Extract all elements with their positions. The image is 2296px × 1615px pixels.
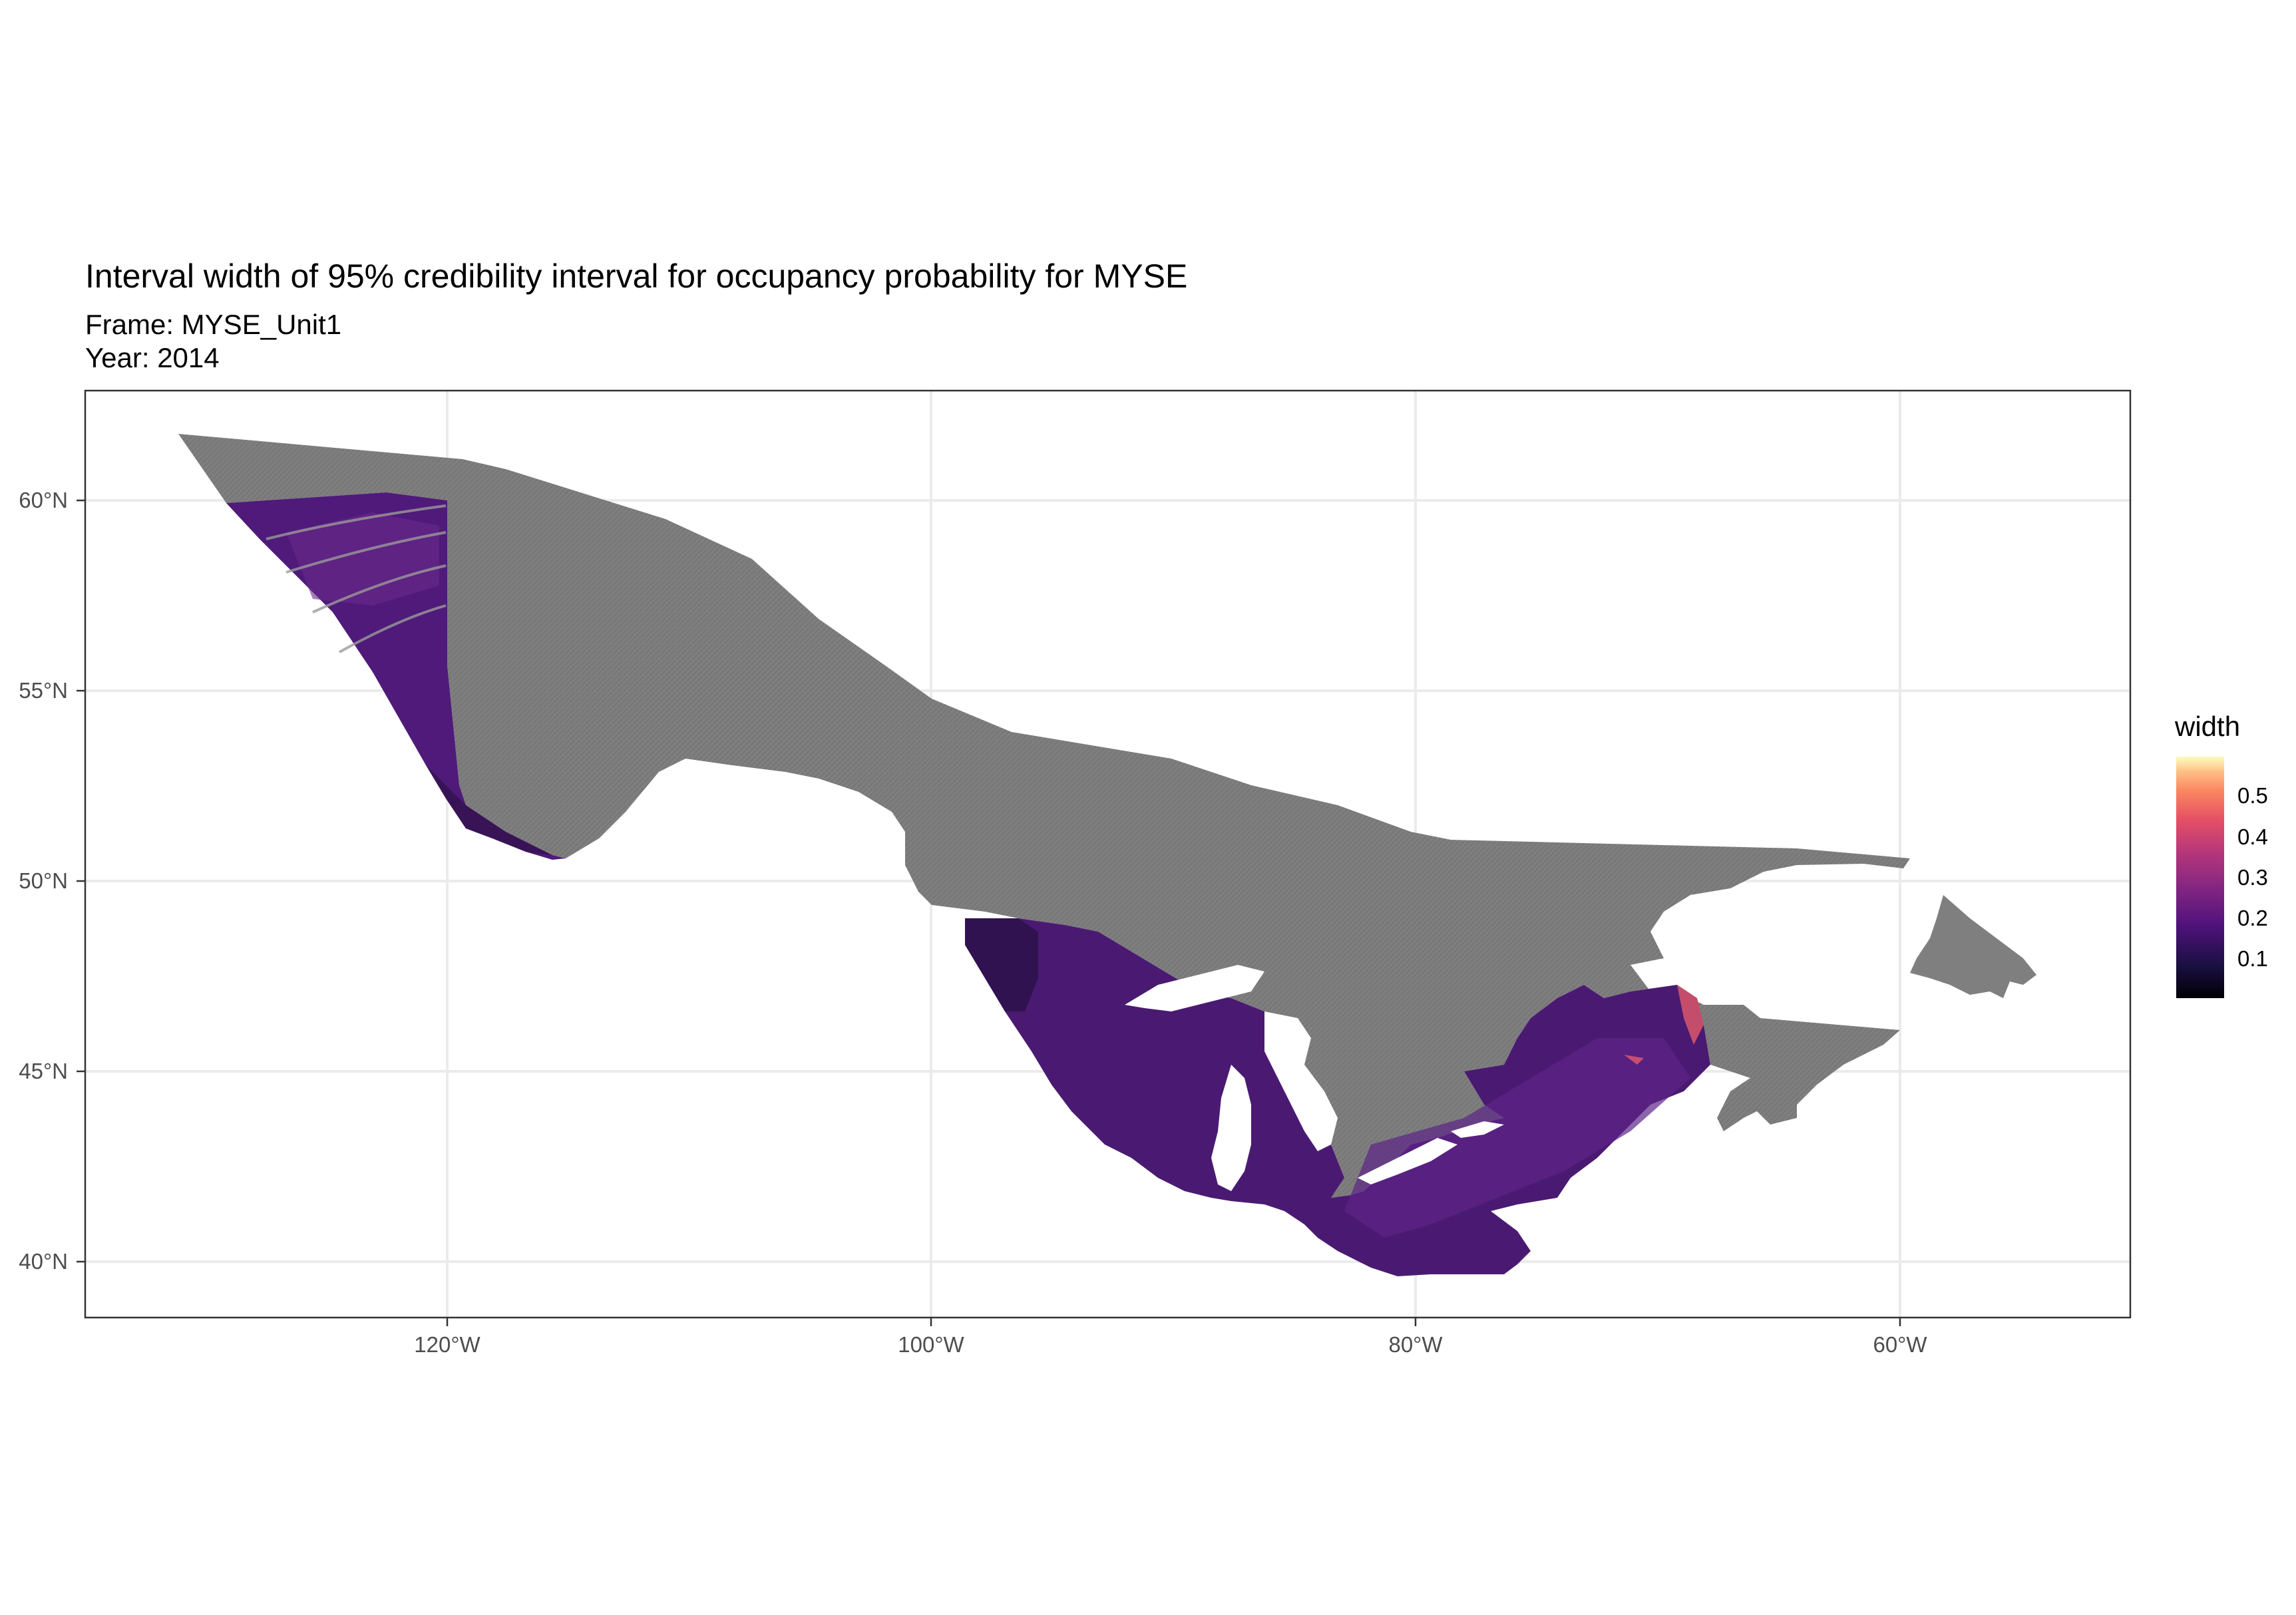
great-lakes: [1125, 965, 1504, 1191]
legend-label: 0.1: [2237, 946, 2268, 971]
legend-tick: [2226, 837, 2233, 838]
y-tick-label-55n: 55°N: [19, 678, 68, 703]
x-tick-label-100w: 100°W: [898, 1332, 964, 1357]
plot-title: Interval width of 95% credibility interv…: [85, 258, 1188, 295]
lake-michigan: [1211, 1065, 1251, 1191]
plot-subtitle-year: Year: 2014: [85, 342, 220, 373]
legend-label: 0.5: [2237, 783, 2268, 808]
legend-tick: [2226, 959, 2233, 960]
legend-label: 0.4: [2237, 824, 2268, 849]
legend-tick: [2226, 878, 2233, 879]
x-tick-label-60w: 60°W: [1873, 1332, 1927, 1357]
y-tick-label-50n: 50°N: [19, 868, 68, 893]
axis-ticks: [77, 499, 1901, 1326]
x-tick-label-120w: 120°W: [414, 1332, 480, 1357]
legend-tick: [2226, 796, 2233, 797]
lake-huron: [1264, 1011, 1338, 1151]
plot-panel-border: [84, 389, 2132, 1319]
lake-ontario: [1451, 1121, 1504, 1138]
unestimated-region-newfoundland: [1910, 895, 2036, 998]
lake-superior: [1125, 965, 1264, 1011]
legend-colorbar: [2176, 757, 2224, 998]
x-tick-label-80w: 80°W: [1388, 1332, 1443, 1357]
legend-label: 0.3: [2237, 865, 2268, 890]
y-tick-label-45n: 45°N: [19, 1059, 68, 1083]
lake-erie: [1358, 1138, 1457, 1184]
y-tick-label-60n: 60°N: [19, 488, 68, 512]
y-tick-label-40n: 40°N: [19, 1249, 68, 1274]
plot-subtitle-frame: Frame: MYSE_Unit1: [85, 309, 342, 340]
legend-title: width: [2175, 711, 2241, 742]
legend-tick: [2226, 918, 2233, 920]
legend-label: 0.2: [2237, 906, 2268, 930]
